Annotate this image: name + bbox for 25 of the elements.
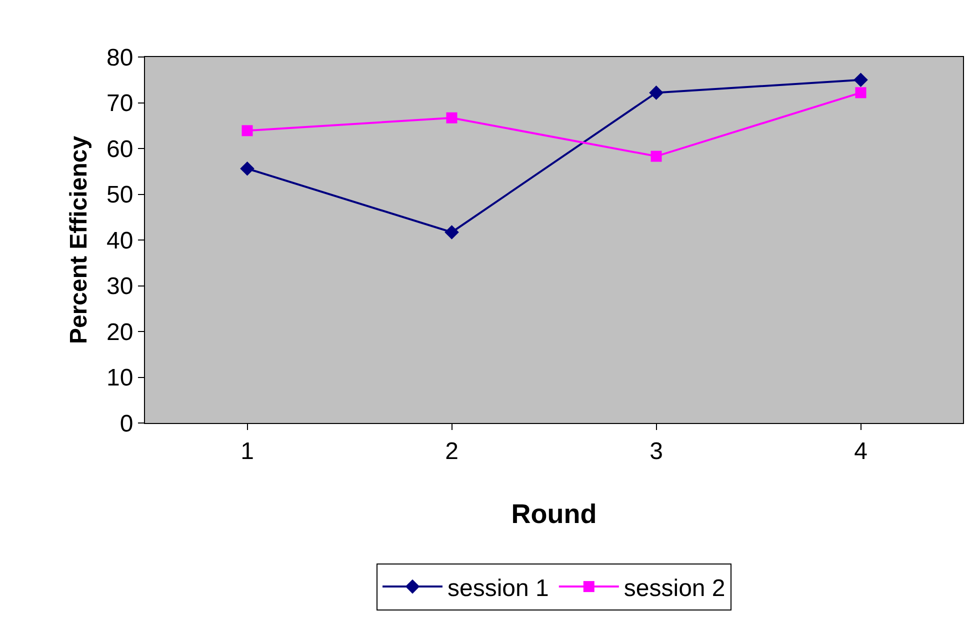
point <box>242 125 253 136</box>
x-axis-title: Round <box>511 499 597 530</box>
legend-label: session 1 <box>448 574 549 602</box>
x-tick-label: 4 <box>854 438 868 465</box>
y-axis-title: Percent Efficiency <box>66 135 93 344</box>
point <box>649 86 664 100</box>
point <box>446 112 458 124</box>
point <box>444 225 459 240</box>
point <box>650 150 662 162</box>
point <box>854 72 868 88</box>
y-tick-label: 10 <box>106 364 134 392</box>
x-tick-label: 1 <box>240 438 254 465</box>
point <box>855 87 866 98</box>
y-tick-label: 40 <box>106 227 134 254</box>
x-tick-label: 3 <box>650 438 663 465</box>
y-tick-label: 80 <box>106 44 134 72</box>
x-tick-label: 2 <box>445 438 458 465</box>
y-tick-label: 50 <box>106 182 134 209</box>
y-tick-label: 30 <box>106 273 134 300</box>
y-tick-label: 70 <box>106 90 134 118</box>
y-tick-label: 0 <box>120 410 134 438</box>
y-tick-label: 60 <box>106 136 134 163</box>
point <box>240 161 254 176</box>
y-tick-label: 20 <box>106 318 134 346</box>
legend-label: session 2 <box>624 574 726 602</box>
